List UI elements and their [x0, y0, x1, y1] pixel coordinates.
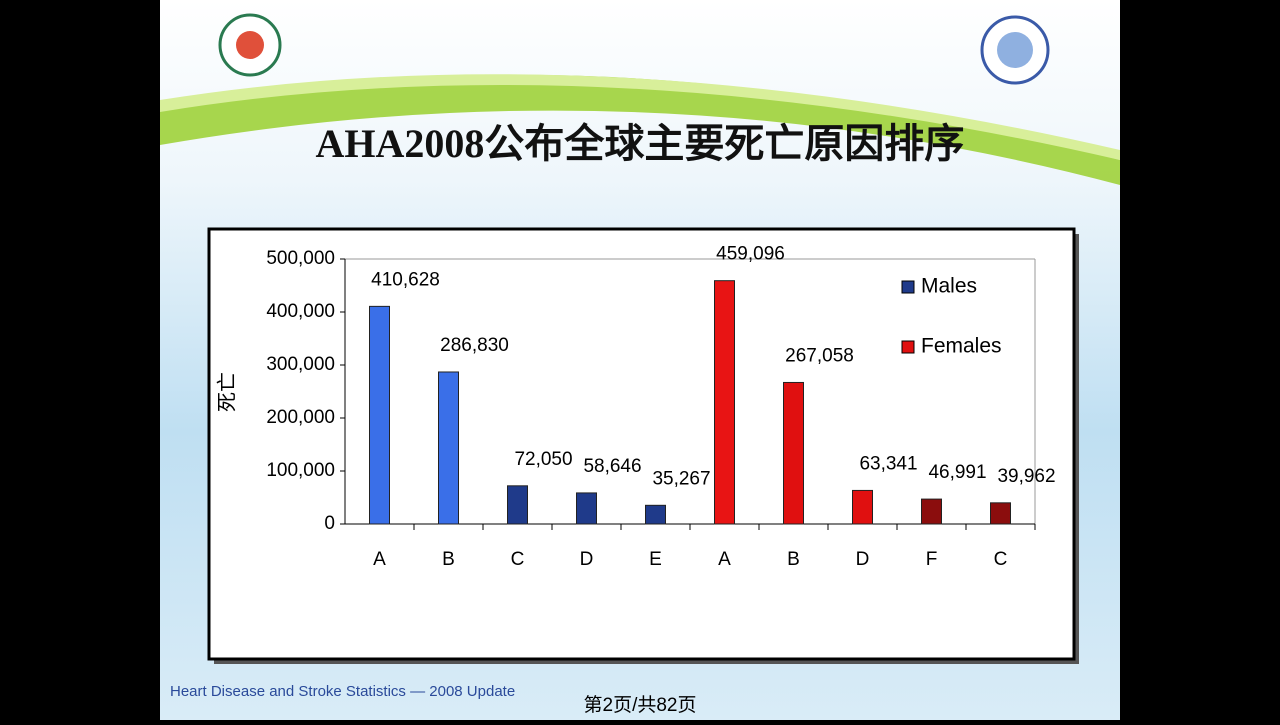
bar [714, 280, 735, 525]
data-label: 72,050 [514, 449, 572, 470]
bar [438, 371, 459, 525]
bar [576, 492, 597, 525]
bar [369, 305, 390, 525]
data-label: 58,646 [583, 456, 641, 477]
legend-swatch [901, 340, 915, 354]
x-tick-label: C [511, 549, 525, 570]
x-tick-label: A [373, 549, 386, 570]
y-tick-label: 500,000 [266, 248, 335, 269]
x-tick-label: D [856, 549, 870, 570]
x-tick-label: A [718, 549, 731, 570]
page-number: 第2页/共82页 [584, 694, 697, 716]
bar [990, 502, 1011, 525]
legend-swatch [901, 280, 915, 294]
data-label: 35,267 [652, 468, 710, 489]
chart-frame [207, 227, 1076, 661]
data-label: 63,341 [859, 453, 917, 474]
x-tick-label: B [787, 549, 800, 570]
x-tick-label: F [926, 549, 938, 570]
legend-label: Males [921, 275, 977, 298]
data-label: 46,991 [928, 462, 986, 483]
bar [921, 498, 942, 525]
data-label: 459,096 [716, 244, 785, 265]
data-label: 267,058 [785, 345, 854, 366]
y-tick-label: 300,000 [266, 354, 335, 375]
bar [507, 485, 528, 525]
x-tick-label: E [649, 549, 662, 570]
bar [783, 381, 804, 525]
y-tick-label: 0 [324, 513, 335, 534]
logo-right-center [997, 32, 1033, 68]
bar [645, 504, 666, 525]
y-tick-label: 400,000 [266, 301, 335, 322]
x-tick-label: D [580, 549, 594, 570]
bar [852, 489, 873, 525]
x-tick-label: B [442, 549, 455, 570]
y-axis-label: 死亡 [215, 372, 239, 412]
green-swoosh [160, 74, 1120, 185]
x-tick-label: C [994, 549, 1008, 570]
data-label: 39,962 [997, 466, 1055, 487]
y-tick-label: 100,000 [266, 460, 335, 481]
footer: Heart Disease and Stroke Statistics — 20… [170, 683, 515, 700]
logo-left-center [236, 31, 264, 59]
data-label: 410,628 [371, 269, 440, 290]
data-label: 286,830 [440, 335, 509, 356]
slide-title: AHA2008公布全球主要死亡原因排序 [316, 121, 965, 166]
y-tick-label: 200,000 [266, 407, 335, 428]
chart: 0 100,000 200,000 300,000 400,000 500,000 死亡 A B… [215, 244, 1056, 570]
light-swoosh [160, 74, 1120, 160]
legend-label: Females [921, 335, 1002, 358]
